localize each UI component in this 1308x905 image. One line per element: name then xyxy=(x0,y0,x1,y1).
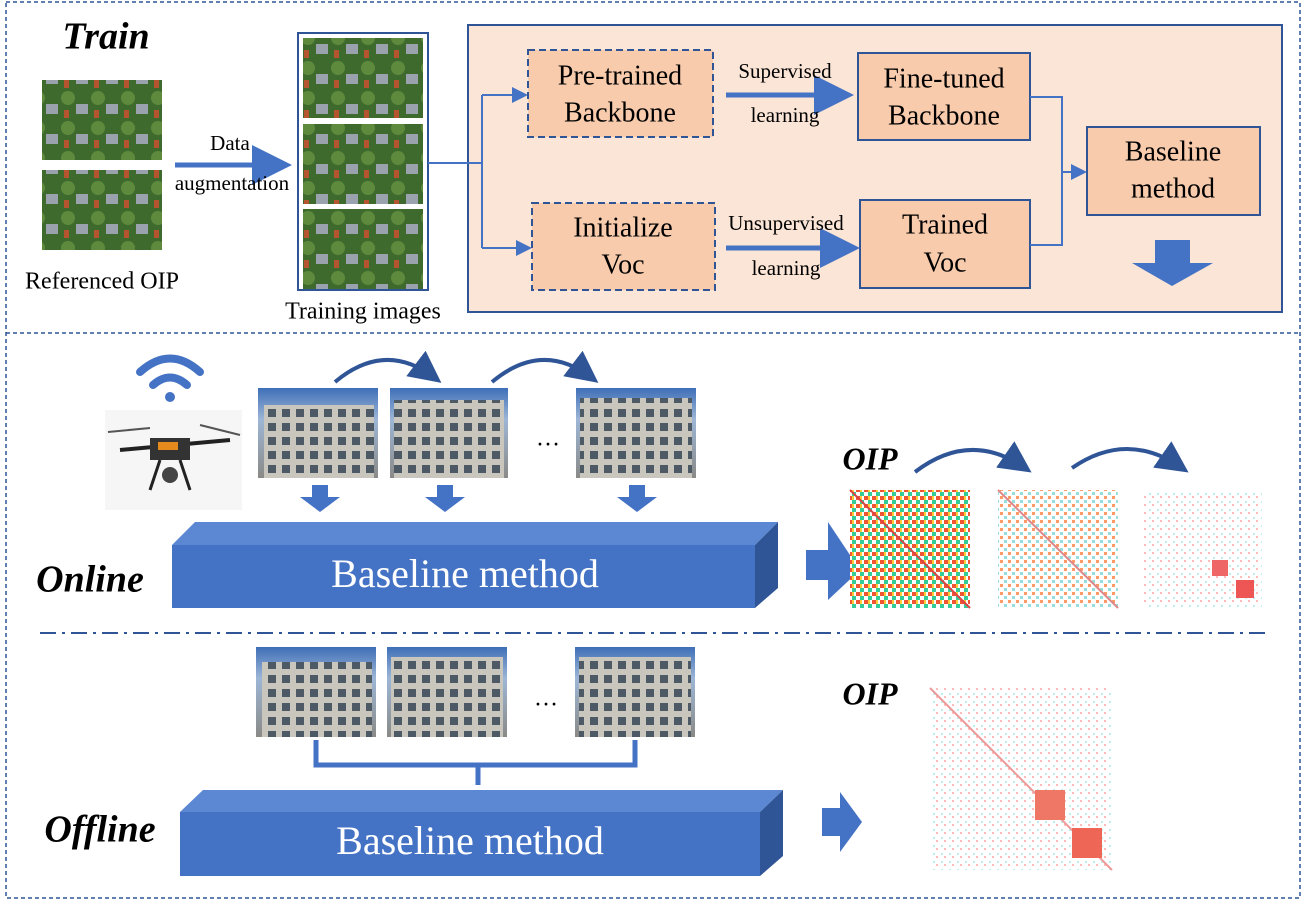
edge-label: Supervised xyxy=(738,59,832,83)
down-arrows xyxy=(300,485,657,512)
shape xyxy=(300,485,340,512)
shape xyxy=(158,442,178,450)
ellipsis: … xyxy=(534,686,558,712)
block-label: Baseline method xyxy=(331,551,599,596)
section-title: Train xyxy=(62,16,149,58)
shape xyxy=(264,405,374,478)
section-title: Offline xyxy=(44,809,155,851)
oip-label: OIP xyxy=(842,440,898,476)
ellipsis: … xyxy=(536,426,560,452)
node-label: Backbone xyxy=(564,97,676,128)
shape xyxy=(136,354,204,376)
edge-label: Unsupervised xyxy=(728,211,844,235)
shape xyxy=(172,545,755,608)
node xyxy=(527,49,714,138)
shape xyxy=(997,489,1119,609)
curved-arrow xyxy=(490,350,599,384)
edge-label: learning xyxy=(751,103,820,127)
image xyxy=(303,209,423,289)
shape xyxy=(162,467,178,483)
label: Data xyxy=(210,131,250,155)
shape xyxy=(199,424,241,436)
outer-border xyxy=(5,1,1301,899)
block-label: Baseline method xyxy=(336,818,604,863)
shape xyxy=(1236,580,1254,598)
shape xyxy=(178,459,192,491)
shape xyxy=(180,790,783,812)
shape xyxy=(580,398,692,478)
shape xyxy=(262,662,372,737)
node-label: method xyxy=(1131,173,1215,204)
label: Referenced OIP xyxy=(25,269,179,295)
edge-label: learning xyxy=(752,256,821,280)
shape xyxy=(180,812,760,876)
node-label: Voc xyxy=(923,247,966,278)
shape xyxy=(425,485,465,512)
node-label: Voc xyxy=(601,249,644,280)
node xyxy=(1086,126,1261,216)
shape xyxy=(755,522,778,608)
node-label: Pre-trained xyxy=(558,60,682,91)
wifi-icon xyxy=(136,354,204,402)
curved-arrow xyxy=(1070,441,1189,473)
shape xyxy=(1212,560,1228,576)
shape xyxy=(172,522,778,545)
similarity-matrices xyxy=(849,489,1262,609)
shape xyxy=(165,392,175,402)
section-title: Online xyxy=(36,559,144,601)
node-label: Fine-tuned xyxy=(883,63,1004,94)
image xyxy=(303,124,423,204)
images xyxy=(256,647,695,737)
down-arrow xyxy=(1132,240,1213,286)
label: augmentation xyxy=(175,171,290,195)
node-label: Baseline xyxy=(1125,136,1221,167)
drone-icon xyxy=(105,410,242,510)
label: Training images xyxy=(285,299,441,325)
node-label: Initialize xyxy=(573,212,673,243)
shape xyxy=(149,373,191,389)
curved-arrow xyxy=(333,350,442,384)
block xyxy=(180,790,783,876)
node-label: Trained xyxy=(902,209,988,240)
node xyxy=(531,202,716,291)
node xyxy=(859,199,1031,289)
shape xyxy=(579,657,691,737)
bracket xyxy=(313,740,638,785)
oip-label: OIP xyxy=(842,675,898,711)
shape xyxy=(617,485,657,512)
image xyxy=(42,170,162,250)
shape xyxy=(148,459,162,491)
shape xyxy=(1035,790,1065,820)
shape xyxy=(1072,828,1102,858)
arrow xyxy=(822,792,862,852)
similarity-matrix xyxy=(929,687,1113,871)
shape xyxy=(760,790,783,876)
shape xyxy=(391,657,503,737)
image xyxy=(303,38,423,118)
block xyxy=(172,522,778,608)
arrow xyxy=(806,522,860,600)
shape xyxy=(849,489,971,609)
images xyxy=(258,388,696,478)
curved-arrow xyxy=(913,441,1032,474)
shape xyxy=(107,427,151,433)
node-label: Backbone xyxy=(888,100,1000,131)
shape xyxy=(394,400,504,478)
image xyxy=(42,80,162,160)
